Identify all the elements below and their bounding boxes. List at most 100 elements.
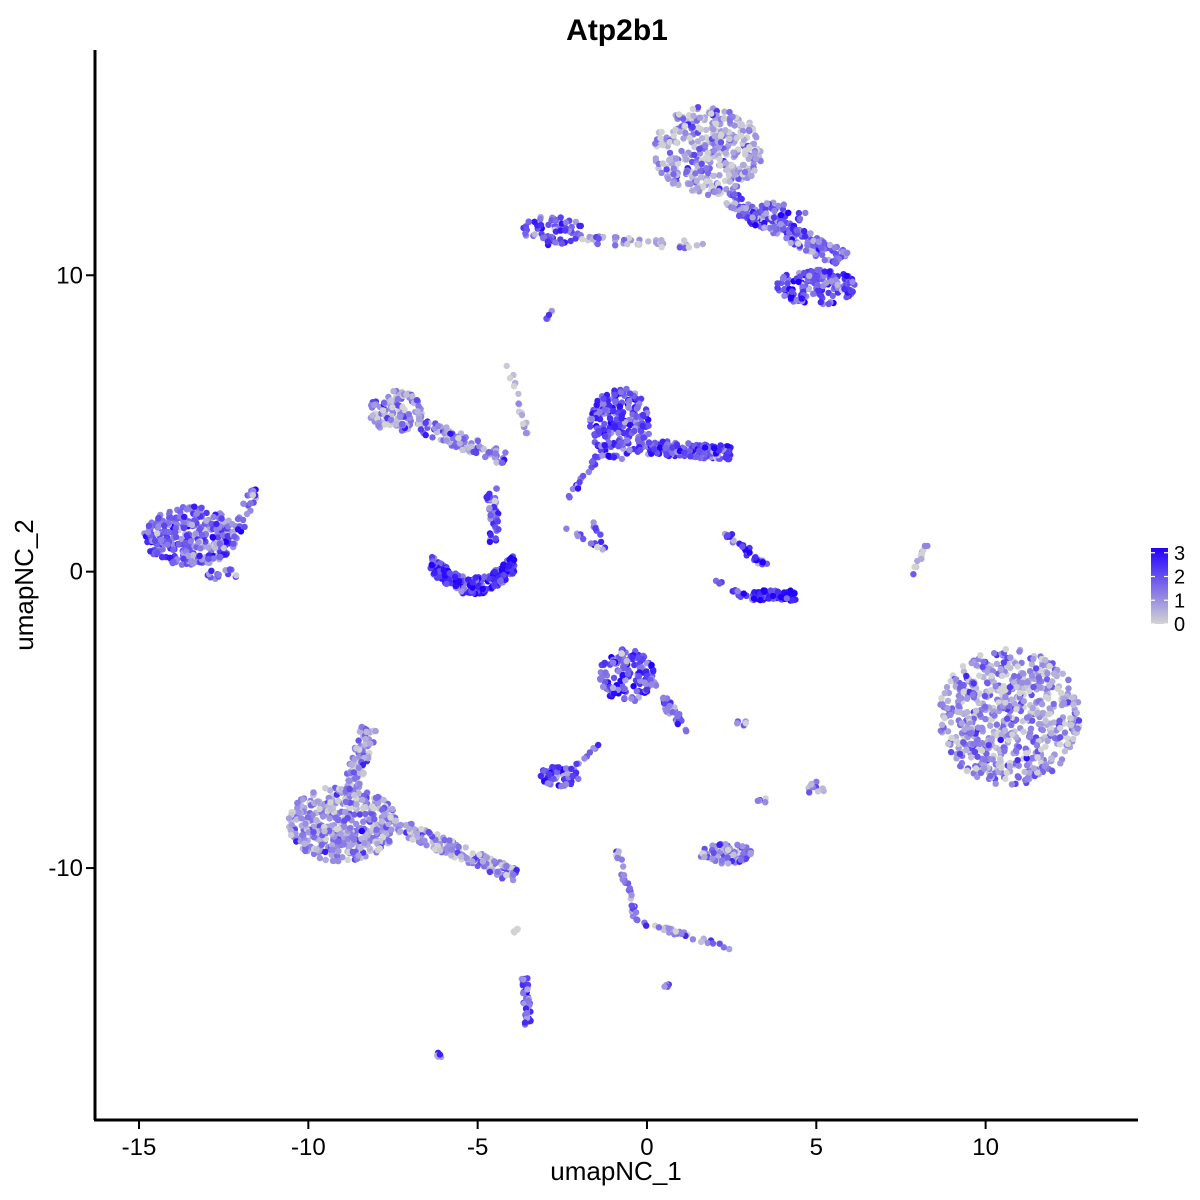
data-point xyxy=(180,519,187,527)
data-point xyxy=(967,754,975,761)
data-point xyxy=(353,745,360,752)
data-point xyxy=(1056,741,1064,748)
data-point xyxy=(558,240,566,247)
data-point xyxy=(699,240,706,248)
data-point xyxy=(1029,754,1036,762)
data-point xyxy=(443,437,450,444)
cluster-c5 xyxy=(520,214,584,249)
data-point xyxy=(344,856,351,864)
data-point xyxy=(1050,670,1058,677)
y-tick-label: -10 xyxy=(48,855,83,882)
data-point xyxy=(469,850,476,857)
data-point xyxy=(482,453,489,461)
data-point xyxy=(622,677,629,684)
data-point xyxy=(997,665,1004,673)
data-point xyxy=(375,799,382,806)
cluster-c24 xyxy=(937,646,1083,788)
data-point xyxy=(531,218,538,225)
data-point xyxy=(620,685,627,693)
data-point xyxy=(215,571,222,578)
data-point xyxy=(370,805,378,812)
data-point xyxy=(788,288,796,295)
data-point xyxy=(299,796,306,803)
data-point xyxy=(494,868,501,875)
cluster-c21 xyxy=(910,542,931,578)
data-point xyxy=(625,404,632,411)
data-point xyxy=(770,223,778,230)
data-point xyxy=(397,821,404,829)
data-point xyxy=(588,415,596,423)
data-point xyxy=(372,727,379,735)
data-point xyxy=(726,108,733,116)
data-point xyxy=(953,755,960,762)
data-point xyxy=(752,132,759,139)
data-point xyxy=(999,672,1006,679)
data-point xyxy=(795,209,803,217)
data-point xyxy=(321,828,328,835)
data-point xyxy=(379,407,387,414)
data-point xyxy=(403,391,410,398)
data-point xyxy=(441,836,448,844)
data-point xyxy=(978,747,986,754)
data-point xyxy=(183,532,190,539)
data-point xyxy=(791,590,798,597)
data-point xyxy=(998,764,1005,771)
data-point xyxy=(406,825,413,833)
data-point xyxy=(597,447,605,454)
data-point xyxy=(911,563,918,571)
data-point xyxy=(718,857,726,864)
data-point xyxy=(1023,750,1030,757)
data-point xyxy=(716,841,723,848)
cluster-c6 xyxy=(579,233,706,252)
data-point xyxy=(641,679,648,686)
data-point xyxy=(694,184,701,192)
data-point xyxy=(510,556,518,564)
data-point xyxy=(431,569,438,577)
data-point xyxy=(669,708,676,716)
data-point xyxy=(1012,747,1020,754)
data-point xyxy=(178,535,185,543)
data-point xyxy=(316,805,323,813)
data-point xyxy=(759,559,766,566)
data-point xyxy=(203,517,210,524)
data-point xyxy=(195,538,202,546)
data-point xyxy=(749,214,756,221)
data-point xyxy=(956,750,964,758)
data-point xyxy=(720,944,727,951)
data-point xyxy=(231,533,238,540)
data-point xyxy=(914,557,921,565)
data-point xyxy=(924,542,931,550)
data-point xyxy=(1070,735,1077,743)
data-point xyxy=(693,453,701,460)
data-point xyxy=(737,132,745,139)
data-point xyxy=(626,397,633,404)
data-point xyxy=(1047,725,1055,732)
data-point xyxy=(659,695,667,702)
data-point xyxy=(722,454,729,461)
data-point xyxy=(997,736,1004,744)
data-point xyxy=(750,140,758,147)
data-point xyxy=(381,421,389,428)
data-point xyxy=(728,162,735,169)
data-point xyxy=(761,588,768,595)
data-point xyxy=(815,286,822,294)
data-point xyxy=(405,411,412,418)
data-point xyxy=(774,588,782,595)
data-point xyxy=(447,430,454,437)
data-point xyxy=(240,500,247,507)
data-point xyxy=(413,397,421,404)
data-point xyxy=(717,139,725,146)
data-point xyxy=(984,680,991,687)
data-point xyxy=(739,543,746,550)
data-point xyxy=(643,686,650,693)
data-point xyxy=(356,780,363,788)
data-point xyxy=(564,770,571,777)
data-point xyxy=(335,838,342,845)
data-point xyxy=(722,159,729,167)
data-point xyxy=(493,459,500,466)
data-point xyxy=(826,268,833,275)
data-point xyxy=(725,448,733,455)
data-point xyxy=(224,532,231,540)
data-point xyxy=(418,826,425,833)
data-point xyxy=(590,519,597,526)
